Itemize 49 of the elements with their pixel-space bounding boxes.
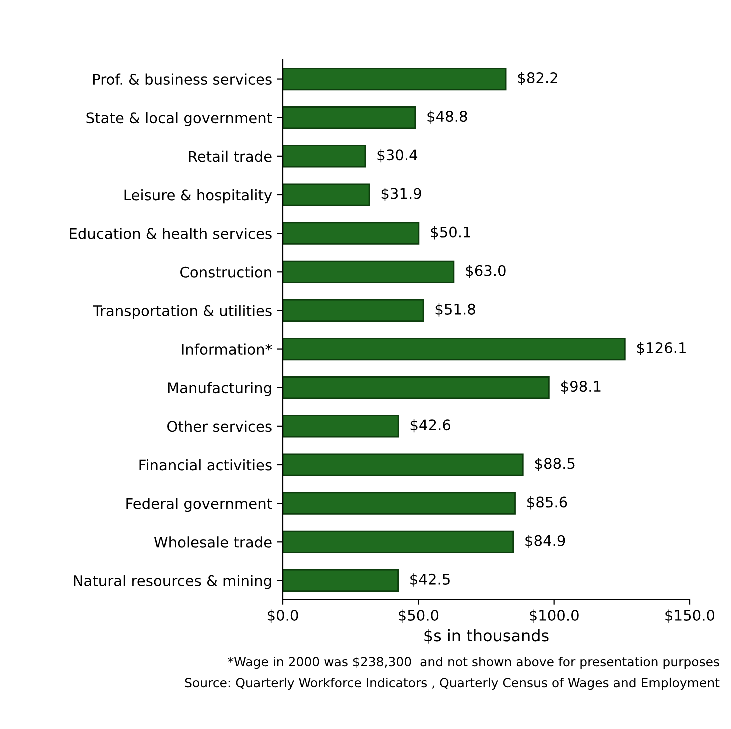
y-tick-label: Manufacturing xyxy=(168,382,272,396)
bar xyxy=(283,68,507,91)
y-tick-label: Education & health services xyxy=(70,228,272,240)
source-note: Source: Quarterly Workforce Indicators , Quarterly Census of Wages and Employment xyxy=(185,678,720,690)
bar xyxy=(283,492,516,515)
text: *Wage in 2000 was $238,300 and not shown above for presentation purposes xyxy=(228,656,720,670)
bar xyxy=(283,145,366,168)
x-tick-label: $100.0 xyxy=(530,610,579,623)
y-tick-label: Natural resources & mining xyxy=(74,575,272,590)
bar xyxy=(283,415,400,438)
data-label: $31.9 xyxy=(382,188,422,202)
data-label: $98.1 xyxy=(562,380,601,394)
y-tick-label: Transportation & utilities xyxy=(93,305,272,320)
data-label: $82.2 xyxy=(518,72,558,86)
data-label: $85.6 xyxy=(528,496,568,510)
y-tick-label: Wholesale trade xyxy=(154,536,272,548)
bar xyxy=(283,569,400,592)
data-label: $48.8 xyxy=(428,110,468,124)
bar xyxy=(283,222,420,245)
bar xyxy=(283,184,370,206)
data-label: $84.9 xyxy=(526,535,566,548)
y-tick-label: Construction xyxy=(180,266,272,278)
bar xyxy=(283,376,550,400)
bar xyxy=(283,106,416,130)
data-label: $88.5 xyxy=(535,458,575,472)
data-label: $50.1 xyxy=(431,226,470,240)
data-label: $126.1 xyxy=(637,342,686,356)
y-tick-label: State & local government xyxy=(86,112,272,126)
bar xyxy=(283,260,455,284)
y-tick-label: Information* xyxy=(182,344,272,356)
bar xyxy=(283,454,524,476)
x-tick-label: $50.0 xyxy=(399,610,439,623)
y-tick-label: Financial activities xyxy=(140,459,272,471)
data-label: $63.0 xyxy=(466,265,506,278)
bar xyxy=(283,530,514,554)
x-tick-label: $0.0 xyxy=(268,610,298,623)
data-label: $30.4 xyxy=(378,149,418,163)
data-label: $42.5 xyxy=(410,574,450,587)
y-tick-label: Prof. & business services xyxy=(94,74,272,86)
y-tick-label: Other services xyxy=(168,420,272,432)
x-tick-label: $150.0 xyxy=(666,610,715,623)
bar xyxy=(283,338,626,361)
y-tick-label: Federal government xyxy=(126,498,272,512)
y-tick-label: Retail trade xyxy=(189,150,272,162)
data-label: $51.8 xyxy=(436,304,476,317)
x-axis-title: $s in thousands xyxy=(424,629,549,644)
bar xyxy=(283,299,424,322)
y-tick-label: Leisure & hospitality xyxy=(124,189,272,204)
data-label: $42.6 xyxy=(410,419,451,433)
